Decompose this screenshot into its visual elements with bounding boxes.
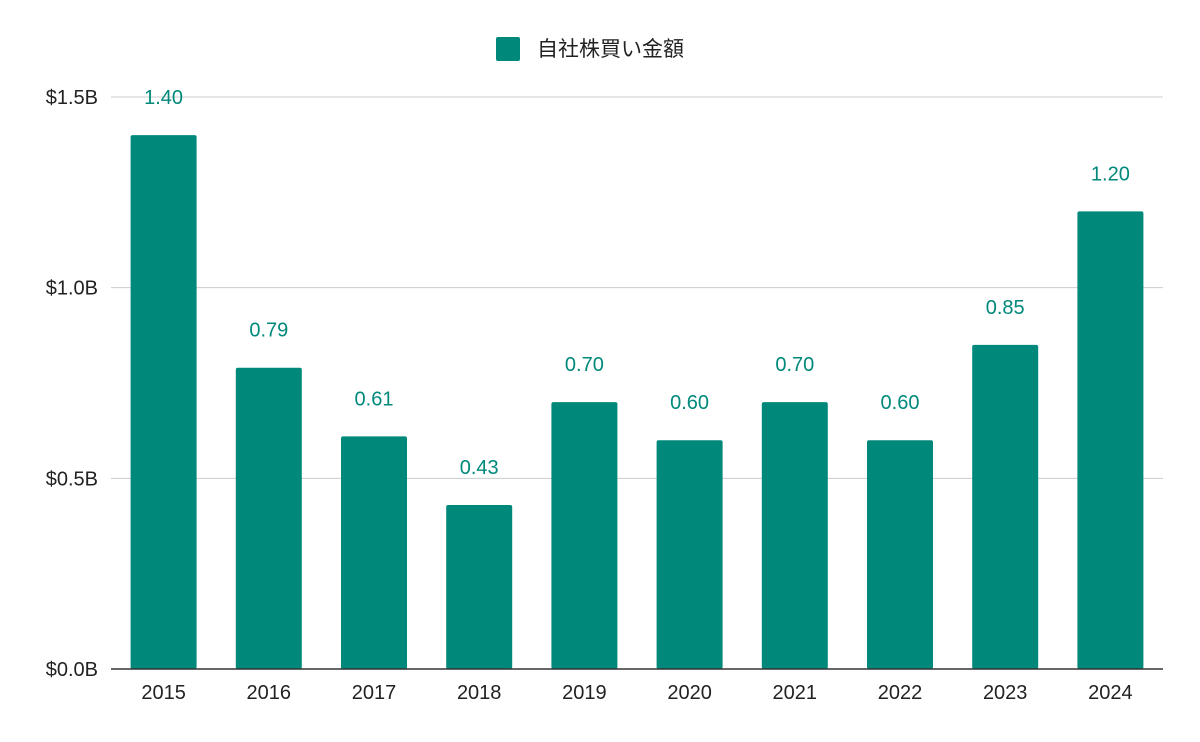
bars xyxy=(130,135,1144,670)
bar xyxy=(761,402,828,669)
bar xyxy=(551,402,618,669)
data-label: 0.60 xyxy=(670,392,709,414)
x-tick-label: 2016 xyxy=(247,682,292,704)
x-tick-label: 2022 xyxy=(878,682,923,704)
bar xyxy=(446,505,513,669)
data-label: 0.79 xyxy=(249,320,288,342)
data-label: 0.85 xyxy=(986,297,1025,319)
data-labels: 1.40 0.79 0.61 0.43 0.70 0.60 0.70 0.60 0.85 1.20 xyxy=(144,87,1130,479)
legend-label: 自社株買い金額 xyxy=(537,37,684,61)
y-tick-label: $1.5B xyxy=(46,87,98,109)
x-tick-label: 2017 xyxy=(352,682,397,704)
data-label: 0.61 xyxy=(355,388,394,410)
bar xyxy=(235,367,302,669)
bar xyxy=(656,440,723,669)
bar xyxy=(972,344,1039,669)
data-label: 1.20 xyxy=(1091,163,1130,185)
data-label: 0.70 xyxy=(565,354,604,376)
data-label: 0.43 xyxy=(460,457,499,479)
x-tick-label: 2023 xyxy=(983,682,1028,704)
y-tick-label: $0.5B xyxy=(46,468,98,490)
x-tick-label: 2024 xyxy=(1088,682,1133,704)
legend: 自社株買い金額 xyxy=(496,37,684,61)
legend-swatch xyxy=(496,37,520,61)
x-tick-label: 2018 xyxy=(457,682,502,704)
data-label: 0.70 xyxy=(775,354,814,376)
bar xyxy=(1077,211,1144,669)
bar xyxy=(867,440,933,669)
x-tick-label: 2020 xyxy=(667,682,712,704)
x-tick-label: 2019 xyxy=(562,682,607,704)
bar xyxy=(130,135,197,670)
x-axis-tick-labels: 2015 2016 2017 2018 2019 2020 2021 2022 2023 2024 xyxy=(141,682,1132,704)
x-tick-label: 2021 xyxy=(773,682,818,704)
y-tick-label: $0.0B xyxy=(46,659,98,681)
data-label: 1.40 xyxy=(144,87,183,109)
data-label: 0.60 xyxy=(881,392,920,414)
x-tick-label: 2015 xyxy=(141,682,186,704)
y-tick-label: $1.0B xyxy=(46,278,98,300)
y-axis-tick-labels: $0.0B $0.5B $1.0B $1.5B xyxy=(46,87,98,681)
bar xyxy=(341,436,407,669)
